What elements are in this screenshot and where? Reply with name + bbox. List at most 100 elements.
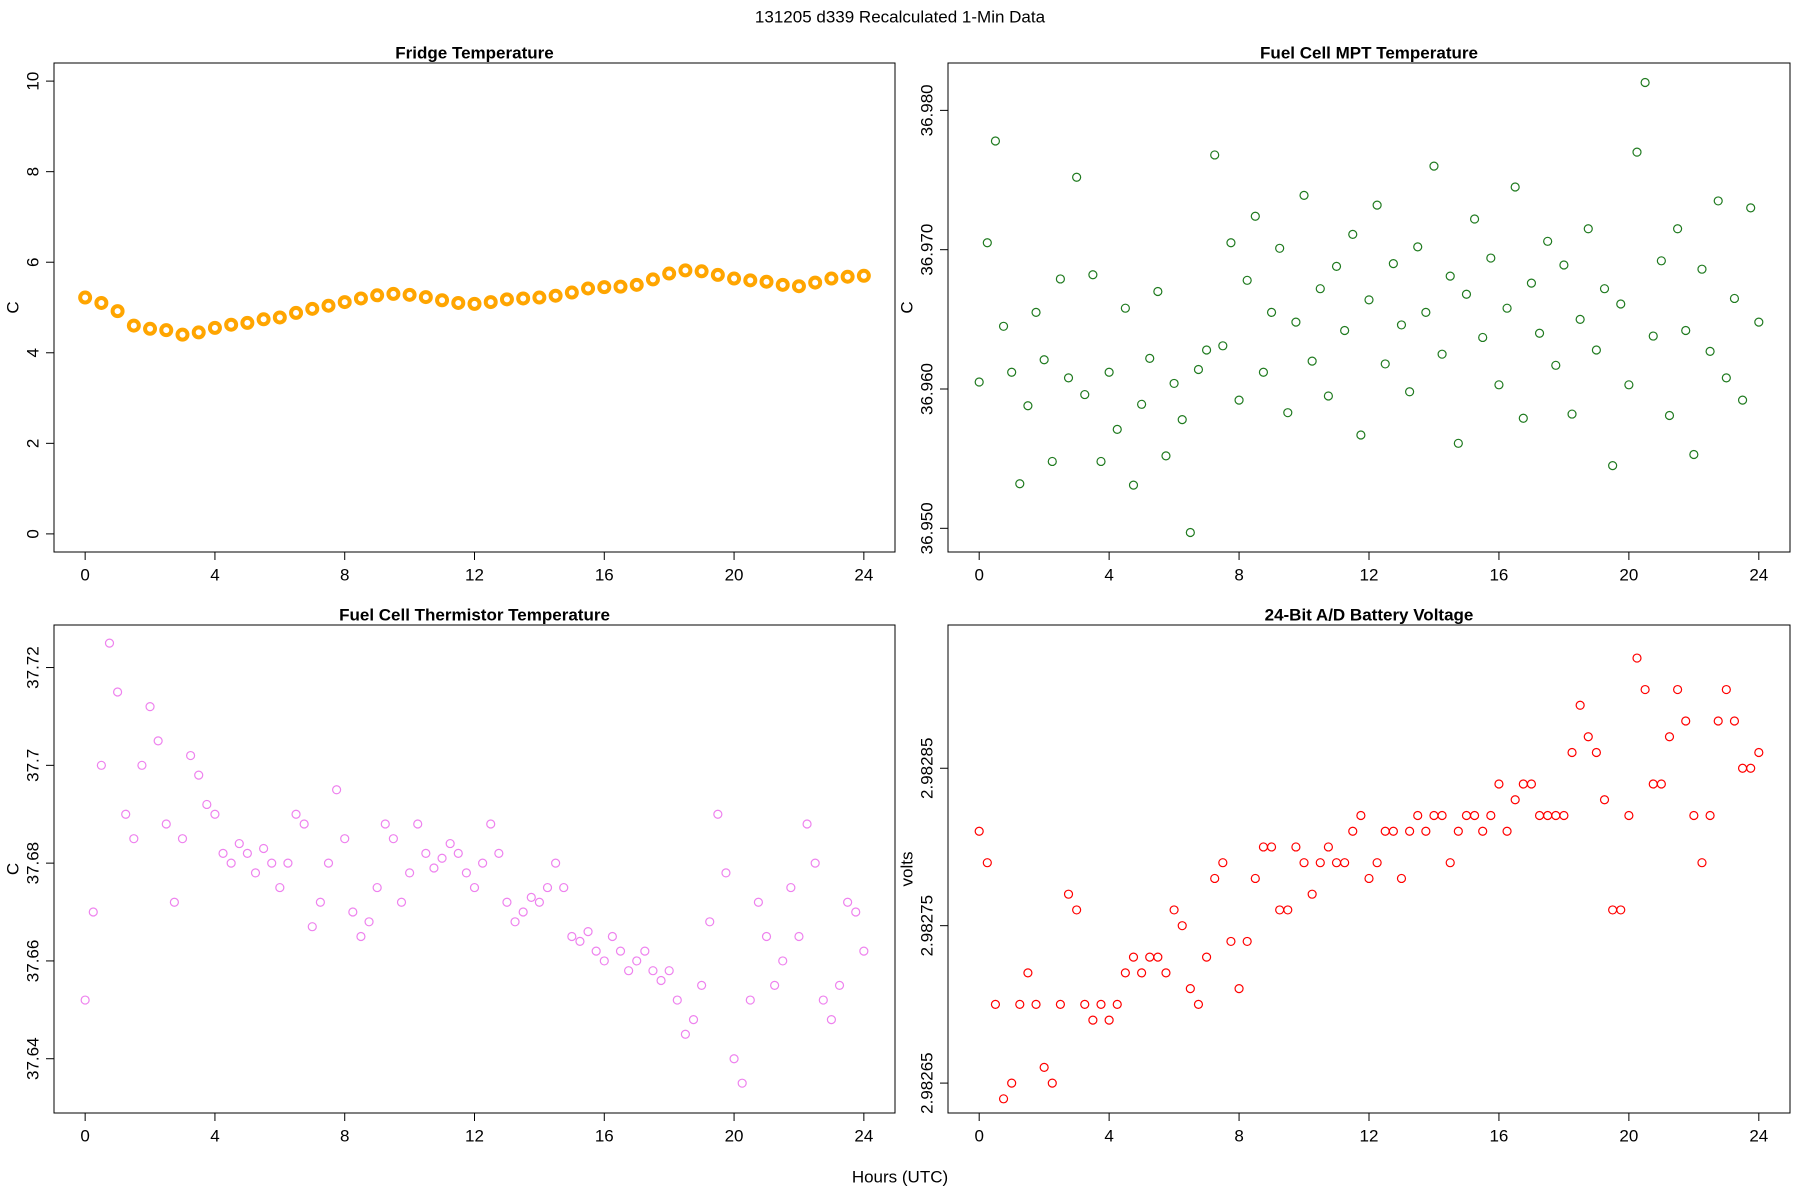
data-point [998, 1094, 1009, 1104]
data-point [775, 277, 790, 292]
data-point [1128, 480, 1139, 490]
data-point [94, 295, 109, 310]
y-tick-label: 6 [23, 257, 42, 266]
data-point [202, 799, 212, 810]
data-point [1437, 349, 1447, 359]
data-point [1616, 905, 1626, 915]
panel: Fuel Cell MPT Temperature C 0 4 8 12 16 20 24 36.… [897, 43, 1791, 584]
data-point [1201, 952, 1212, 962]
data-point [810, 858, 820, 868]
data-point [159, 323, 174, 338]
x-tick-label: 0 [80, 565, 89, 584]
data-point [1234, 395, 1244, 405]
data-point [1185, 527, 1195, 538]
panel-title: Fuel Cell MPT Temperature [1260, 43, 1478, 62]
plot-frame [53, 62, 896, 553]
x-tick-label: 8 [1234, 565, 1243, 584]
data-point [1226, 936, 1236, 947]
data-point [1713, 716, 1723, 726]
data-point [78, 290, 93, 305]
data-point [1673, 224, 1683, 234]
data-point [272, 310, 287, 325]
data-point [1453, 826, 1463, 836]
data-point [1445, 271, 1455, 281]
data-point [818, 995, 828, 1005]
data-point [1331, 858, 1342, 868]
data-point [1161, 968, 1171, 978]
data-point [1608, 905, 1618, 915]
data-point [1648, 331, 1658, 341]
data-point [1088, 1015, 1098, 1025]
data-point [1421, 307, 1431, 317]
data-point [1494, 380, 1504, 390]
data-point [1055, 274, 1065, 284]
data-point [194, 770, 204, 780]
x-tick-label: 20 [1619, 1126, 1638, 1145]
data-point [1193, 999, 1204, 1009]
data-point [743, 273, 758, 288]
data-point [1478, 332, 1488, 343]
data-point [1169, 905, 1179, 915]
data-point [421, 848, 431, 858]
data-point [575, 936, 585, 946]
data-point [467, 296, 482, 311]
data-point [1372, 858, 1382, 868]
x-tick-label: 24 [854, 1126, 873, 1145]
data-point [499, 292, 514, 307]
x-tick-label: 20 [725, 1126, 744, 1145]
data-point [1266, 842, 1277, 852]
data-point [110, 304, 125, 319]
data-point [1258, 842, 1269, 852]
data-point [445, 838, 455, 849]
data-point [1137, 399, 1147, 409]
plot-frame [947, 624, 1791, 1114]
data-point [1616, 299, 1626, 309]
panel: Fuel Cell Thermistor Temperature C 0 4 8 12 16… [3, 605, 896, 1145]
data-point [656, 975, 666, 986]
data-point [1177, 921, 1187, 931]
y-tick-label: 36.980 [917, 84, 936, 136]
data-point [1721, 684, 1731, 695]
data-point [256, 312, 271, 327]
data-point [532, 290, 547, 305]
data-point [418, 290, 433, 305]
data-point [591, 946, 601, 956]
y-tick-label: 37.68 [23, 842, 42, 885]
data-point [1681, 325, 1691, 336]
data-point [1031, 307, 1041, 317]
data-point [791, 279, 806, 294]
data-point [283, 858, 293, 868]
data-point [1746, 763, 1756, 773]
data-point [1429, 161, 1439, 171]
data-point [1591, 345, 1601, 355]
data-point [1283, 408, 1293, 418]
data-point [1656, 779, 1666, 789]
data-point [1632, 653, 1642, 663]
data-point [1063, 889, 1074, 899]
data-point [1356, 810, 1366, 821]
data-point [518, 907, 528, 917]
x-tick-label: 16 [1489, 1126, 1508, 1145]
data-point [299, 819, 309, 829]
data-point [802, 819, 812, 829]
data-point [145, 702, 155, 712]
data-point [721, 868, 731, 878]
data-point [1551, 810, 1561, 821]
data-point [1380, 359, 1390, 369]
data-point [1291, 842, 1301, 852]
data-point [1729, 293, 1740, 304]
data-point [1575, 314, 1585, 324]
data-point [1348, 826, 1358, 836]
plot-frame [947, 62, 1791, 553]
data-point [386, 286, 401, 301]
data-point [1242, 275, 1252, 285]
data-point [808, 275, 823, 290]
data-point [826, 1015, 837, 1025]
data-point [1299, 858, 1309, 868]
data-point [982, 238, 992, 248]
data-point [1153, 952, 1163, 962]
data-point [551, 858, 561, 868]
x-tick-label: 12 [465, 1126, 484, 1145]
data-point [1453, 438, 1463, 448]
